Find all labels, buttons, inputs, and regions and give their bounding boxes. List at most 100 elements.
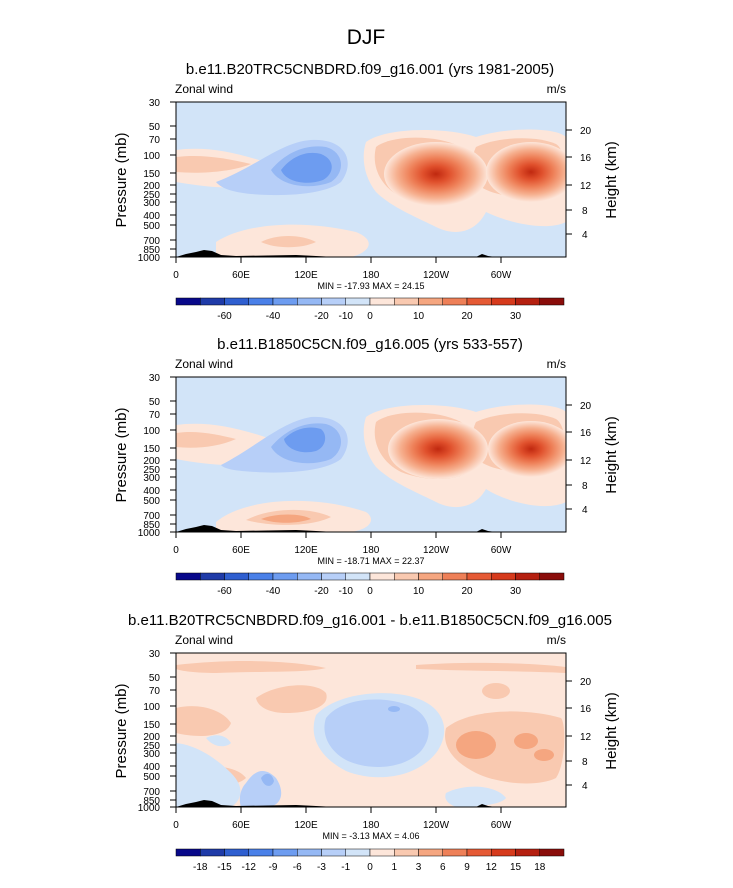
panel-3-colorbar: -18 -15 -12 -9 -6 -3 -1 0 1 3 6 9 12 15 18: [175, 848, 565, 873]
height-tick-label: 20: [580, 677, 592, 688]
colorbar-swatch: [442, 297, 468, 306]
y-tick-label: 400: [143, 211, 160, 222]
colorbar-swatch: [345, 848, 371, 857]
colorbar-swatch: [248, 848, 274, 857]
panel-2: b.e11.B1850C5CN.f09_g16.005 (yrs 533-557…: [113, 336, 620, 597]
colorbar-swatch: [491, 297, 516, 306]
colorbar-label: 30: [510, 311, 522, 322]
y-tick-label: 200: [143, 732, 160, 743]
colorbar-swatch: [466, 572, 492, 581]
y-tick-label: 400: [143, 762, 160, 773]
colorbar-swatch: [200, 848, 225, 857]
colorbar-swatch: [418, 572, 443, 581]
height-tick-label: 16: [580, 428, 592, 439]
height-tick-label: 20: [580, 401, 592, 412]
colorbar-swatch: [297, 848, 322, 857]
colorbar-swatch: [248, 297, 274, 306]
colorbar-swatch: [491, 848, 516, 857]
y-tick-label: 300: [143, 749, 160, 760]
panel-1-x-axis: 0 60E 120E 180 120W 60W: [173, 270, 512, 281]
y-tick-label: 1000: [138, 803, 161, 814]
x-tick-label: 120E: [294, 545, 318, 556]
panel-2-field: [176, 377, 566, 532]
colorbar-swatch: [394, 297, 419, 306]
colorbar-swatch: [297, 572, 322, 581]
x-tick-label: 60E: [232, 270, 250, 281]
panel-2-y-axis: 30 50 70 100 150 200 250 300 400 500 700…: [138, 373, 161, 539]
x-tick-label: 60W: [491, 820, 512, 831]
colorbar-label: 12: [486, 862, 498, 873]
colorbar-label: 20: [461, 311, 473, 322]
panel-3-field: [176, 653, 566, 807]
y-tick-label: 150: [143, 720, 160, 731]
height-tick-label: 12: [580, 181, 592, 192]
colorbar-swatch: [539, 848, 565, 857]
panel-1-ylabel: Pressure (mb): [113, 132, 130, 227]
colorbar-swatch: [515, 572, 540, 581]
colorbar-swatch: [442, 848, 468, 857]
colorbar-label: 10: [413, 311, 425, 322]
colorbar-swatch: [418, 297, 443, 306]
colorbar-swatch: [224, 297, 249, 306]
y-tick-label: 100: [143, 151, 160, 162]
panel-3-left-label: Zonal wind: [175, 633, 233, 647]
height-tick-label: 4: [582, 781, 588, 792]
panel-1-y-axis: 30 50 70 100 150 200 250 300 400 500 700…: [138, 98, 161, 264]
x-tick-label: 120W: [423, 820, 450, 831]
y-tick-label: 30: [149, 98, 161, 109]
colorbar-label: -18: [193, 862, 208, 873]
x-tick-label: 0: [173, 820, 179, 831]
colorbar-swatch: [321, 572, 346, 581]
panel-3: b.e11.B20TRC5CNBDRD.f09_g16.001 - b.e11.…: [113, 612, 620, 873]
panel-1-height-ticks: 4 8 12 16 20: [580, 126, 592, 241]
colorbar-label: 3: [416, 862, 422, 873]
x-tick-label: 180: [363, 545, 380, 556]
y-tick-label: 250: [143, 190, 160, 201]
y-tick-label: 250: [143, 465, 160, 476]
height-tick-label: 8: [582, 757, 588, 768]
x-tick-label: 0: [173, 545, 179, 556]
colorbar-label: 30: [510, 586, 522, 597]
y-tick-label: 50: [149, 673, 161, 684]
colorbar-swatch: [369, 297, 395, 306]
x-tick-label: 60E: [232, 545, 250, 556]
colorbar-label: 6: [440, 862, 446, 873]
x-tick-label: 0: [173, 270, 179, 281]
y-tick-label: 100: [143, 702, 160, 713]
panel-1-colorbar: -60 -40 -20 -10 0 10 20 30: [175, 297, 565, 322]
colorbar-label: -20: [314, 311, 329, 322]
figure-title: DJF: [347, 26, 386, 49]
height-tick-label: 8: [582, 481, 588, 492]
colorbar-swatch: [466, 297, 492, 306]
panel-1-right-label: m/s: [547, 82, 566, 96]
y-tick-label: 30: [149, 649, 161, 660]
colorbar-swatch: [418, 848, 443, 857]
colorbar-label: -60: [217, 586, 232, 597]
y-tick-label: 1000: [138, 528, 161, 539]
y-tick-label: 70: [149, 135, 161, 146]
y-tick-label: 70: [149, 686, 161, 697]
colorbar-label: 0: [367, 311, 373, 322]
y-tick-label: 30: [149, 373, 161, 384]
y-tick-label: 700: [143, 787, 160, 798]
colorbar-swatch: [224, 572, 249, 581]
colorbar-swatch: [321, 297, 346, 306]
x-tick-label: 120E: [294, 820, 318, 831]
y-tick-label: 850: [143, 245, 160, 256]
panel-3-title: b.e11.B20TRC5CNBDRD.f09_g16.001 - b.e11.…: [128, 612, 612, 629]
colorbar-label: 18: [534, 862, 546, 873]
colorbar-swatch: [272, 297, 298, 306]
colorbar-label: 20: [461, 586, 473, 597]
panel-2-left-label: Zonal wind: [175, 357, 233, 371]
panel-2-stats: MIN = -18.71 MAX = 22.37: [317, 556, 424, 566]
y-tick-label: 50: [149, 122, 161, 133]
x-tick-label: 60E: [232, 820, 250, 831]
colorbar-swatch: [345, 297, 371, 306]
panel-2-right-label: m/s: [547, 357, 566, 371]
colorbar-label: -60: [217, 311, 232, 322]
colorbar-swatch: [175, 848, 201, 857]
height-tick-label: 16: [580, 153, 592, 164]
colorbar-label: -6: [293, 862, 302, 873]
panel-1-title: b.e11.B20TRC5CNBDRD.f09_g16.001 (yrs 198…: [186, 61, 554, 78]
y-tick-label: 850: [143, 520, 160, 531]
